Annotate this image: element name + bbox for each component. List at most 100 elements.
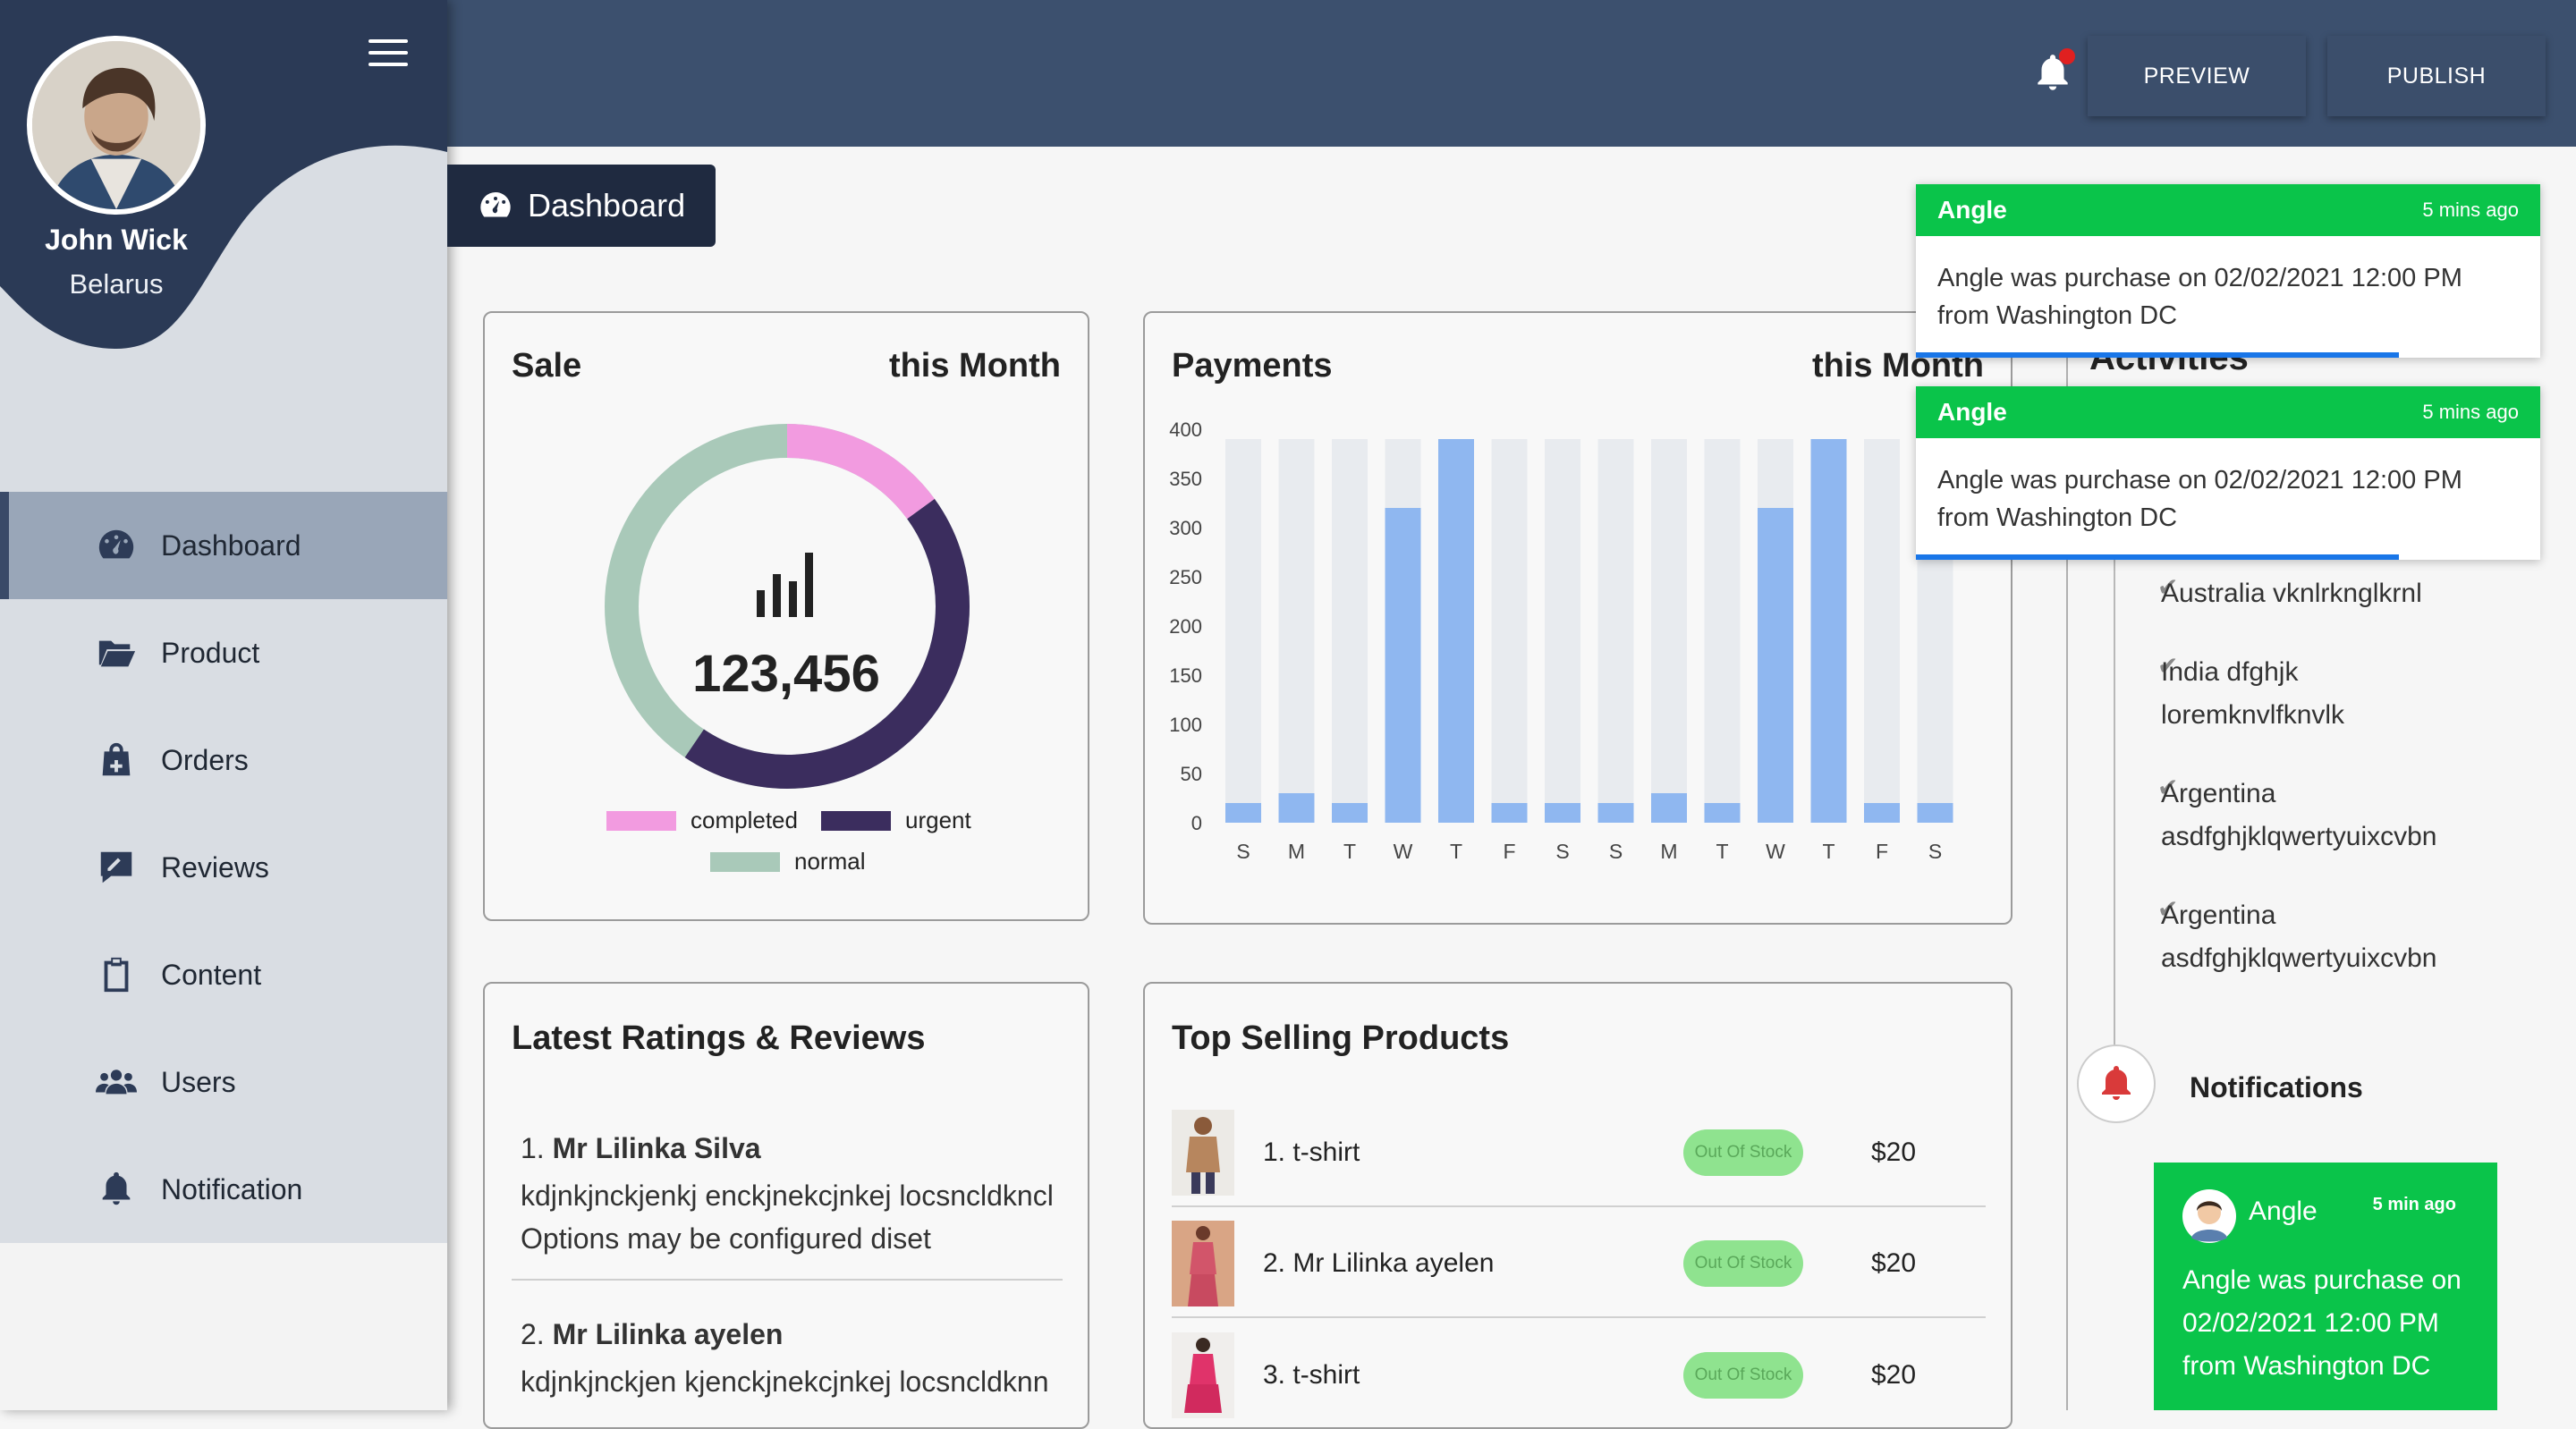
bar-track [1651, 439, 1687, 823]
x-tick-label: T [1450, 840, 1462, 863]
toast-notification[interactable]: Angle 5 mins ago Angle was purchase on 0… [1916, 184, 2540, 358]
hamburger-menu-icon[interactable] [369, 39, 408, 70]
sidebar-item-product[interactable]: Product [0, 599, 447, 706]
bar-track [1278, 439, 1315, 823]
product-name: 3. t-shirt [1263, 1360, 1360, 1390]
bar-track [1864, 439, 1900, 823]
payments-title: Payments [1172, 347, 1333, 385]
bar [1810, 439, 1847, 823]
product-name: 1. t-shirt [1263, 1137, 1360, 1167]
review-author: Mr Lilinka Silva [552, 1132, 761, 1164]
bar [1278, 793, 1315, 823]
x-tick-label: S [1928, 840, 1942, 863]
tachometer-icon [93, 522, 140, 569]
publish-button[interactable]: PUBLISH [2327, 36, 2546, 116]
notifications-heading: Notifications [2190, 1071, 2363, 1103]
toast-time: 5 mins ago [2422, 199, 2519, 221]
bar [1438, 439, 1474, 823]
product-image [1172, 1332, 1234, 1418]
list-item[interactable]: 3. t-shirt Out Of Stock $20 [1172, 1322, 1986, 1429]
y-tick-label: 100 [1169, 714, 1202, 736]
review-index: 2. [521, 1318, 545, 1350]
top-products-card: Top Selling Products 1. t-shirt Out Of S… [1143, 982, 2012, 1429]
x-tick-label: F [1876, 840, 1888, 863]
sidebar-item-orders[interactable]: Orders [0, 706, 447, 814]
sale-total: 123,456 [692, 645, 880, 703]
sidebar-item-label: Content [161, 958, 262, 991]
bar-track [1704, 439, 1741, 823]
y-tick-label: 200 [1169, 615, 1202, 638]
review-text: kdjnkjnckjen kjenckjnekcjnkej locsncldkn… [521, 1366, 1049, 1398]
sidebar-item-reviews[interactable]: Reviews [0, 814, 447, 921]
reviews-title: Latest Ratings & Reviews [512, 1019, 926, 1057]
y-tick-label: 300 [1169, 517, 1202, 539]
breadcrumb[interactable]: Dashboard [447, 165, 716, 247]
y-tick-label: 250 [1169, 566, 1202, 588]
sidebar-item-dashboard[interactable]: Dashboard [0, 492, 447, 599]
sidebar-item-content[interactable]: Content [0, 921, 447, 1028]
activity-item: Argentina asdfghjklqwertyuixcvbn [2161, 901, 2437, 973]
status-badge: Out Of Stock [1683, 1129, 1803, 1176]
bar [1651, 793, 1687, 823]
sidebar-item-label: Users [161, 1065, 236, 1098]
list-item[interactable]: 1. t-shirt Out Of Stock $20 [1172, 1100, 1986, 1207]
status-badge: Out Of Stock [1683, 1352, 1803, 1399]
status-badge: Out Of Stock [1683, 1240, 1803, 1287]
avatar[interactable] [27, 36, 206, 215]
bell-icon [93, 1166, 140, 1213]
review-text: Options may be configured diset [521, 1222, 931, 1255]
x-tick-label: S [1555, 840, 1569, 863]
x-tick-label: W [1394, 840, 1413, 863]
legend-urgent: urgent [821, 807, 971, 834]
sidebar-item-users[interactable]: Users [0, 1028, 447, 1136]
folder-open-icon [93, 630, 140, 676]
bar [1225, 803, 1261, 823]
activities-panel [2066, 304, 2576, 1410]
divider [512, 1279, 1063, 1281]
check-icon: ✔ [2157, 652, 2179, 680]
product-price: $20 [1871, 1360, 1917, 1390]
y-tick-label: 400 [1169, 419, 1202, 441]
bar [1545, 803, 1580, 823]
toast-title: Angle [1937, 398, 2007, 426]
bar-track [1225, 439, 1261, 823]
y-tick-label: 350 [1169, 468, 1202, 490]
toast-notification[interactable]: Angle 5 mins ago Angle was purchase on 0… [1916, 386, 2540, 560]
notification-card[interactable]: Angle 5 min ago Angle was purchase on 02… [2154, 1163, 2497, 1410]
check-icon: ✔ [2157, 895, 2179, 923]
sidebar-item-label: Reviews [161, 850, 269, 884]
activity-item: India dfghjk loremknvlfknvlk [2161, 657, 2345, 730]
users-icon [93, 1059, 140, 1105]
bar [1385, 508, 1421, 823]
x-tick-label: T [1343, 840, 1356, 863]
x-tick-label: T [1822, 840, 1835, 863]
y-tick-label: 50 [1181, 763, 1202, 785]
x-tick-label: W [1766, 840, 1785, 863]
notification-bell-icon[interactable] [2030, 48, 2075, 98]
bar [1491, 803, 1528, 823]
sale-card: Sale this Month 123,456 completed urgent… [483, 311, 1089, 921]
bar [1597, 803, 1634, 823]
bar [1864, 803, 1900, 823]
product-name: 2. Mr Lilinka ayelen [1263, 1248, 1495, 1278]
legend-completed: completed [606, 807, 798, 834]
toast-progress-bar [1916, 554, 2399, 560]
breadcrumb-label: Dashboard [528, 187, 686, 224]
sidebar-item-notification[interactable]: Notification [0, 1136, 447, 1243]
notification-time: 5 min ago [2372, 1195, 2456, 1214]
payments-card: Payments this Month 0 50 100 150 200 250 300 35… [1143, 311, 2012, 925]
sidebar-item-label: Dashboard [161, 528, 301, 562]
review-item: 1. Mr Lilinka Silva kdjnkjnckjenkj enckj… [521, 1132, 1057, 1260]
bar [1758, 508, 1793, 823]
bar-track [1597, 439, 1634, 823]
x-tick-label: F [1503, 840, 1515, 863]
sale-donut-chart [605, 424, 970, 789]
sidebar-item-label: Orders [161, 743, 249, 776]
clipboard-icon [93, 951, 140, 998]
list-item[interactable]: 2. Mr Lilinka ayelen Out Of Stock $20 [1172, 1211, 1986, 1318]
notification-author: Angle [2249, 1196, 2318, 1226]
notification-bell-icon[interactable] [2077, 1044, 2156, 1123]
payments-bar-chart: 0 50 100 150 200 250 300 350 400 S M T W T F S S M T W T F S [1169, 419, 1953, 863]
bar-track [1332, 439, 1368, 823]
preview-button[interactable]: PREVIEW [2088, 36, 2306, 116]
